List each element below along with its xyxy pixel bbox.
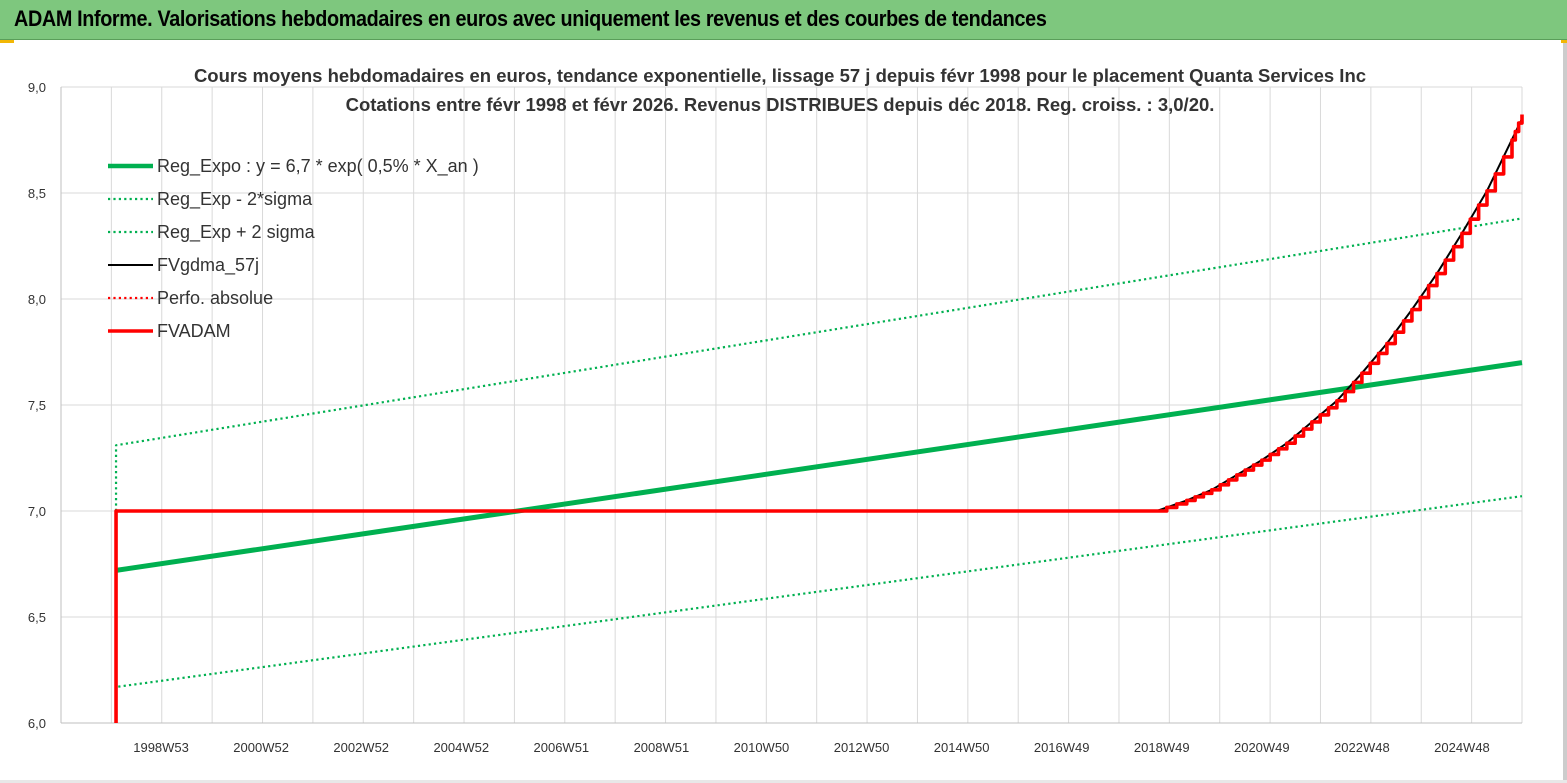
series-line-reg-exp [114,495,1523,689]
series-line-reg-exp [114,217,1523,511]
x-tick-label: 2024W48 [1434,740,1490,755]
chart-axes: 6,0 6,5 7,0 7,5 8,0 8,5 9,0 1998W53 2000W52 2002W… [28,80,1522,755]
window-edge-right [1563,43,1567,783]
legend-label: Reg_Exp + 2 sigma [157,222,316,243]
x-tick-label: 2012W50 [834,740,890,755]
y-tick-label: 6,0 [28,716,46,731]
y-tick-label: 8,5 [28,186,46,201]
chart-grid [60,86,1523,724]
report-banner: ADAM Informe. Valorisations hebdomadaire… [0,0,1567,40]
accent-bar-left [0,40,14,43]
x-tick-label: 2008W51 [634,740,690,755]
chart-title: Cours moyens hebdomadaires en euros, ten… [194,65,1366,86]
report-title: ADAM Informe. Valorisations hebdomadaire… [14,6,1047,31]
series-line-reg-expo [115,360,1523,573]
legend-label: Reg_Exp - 2*sigma [157,189,313,210]
x-tick-label: 2020W49 [1234,740,1290,755]
x-tick-label: 2002W52 [333,740,389,755]
x-tick-label: 2004W52 [433,740,489,755]
x-tick-label: 2018W49 [1134,740,1190,755]
legend-label: Reg_Expo : y = 6,7 * exp( 0,5% * X_an ) [157,156,479,177]
series-line-fvadam [114,114,1524,723]
y-tick-label: 6,5 [28,610,46,625]
x-tick-label: 2000W52 [233,740,289,755]
chart-series [114,114,1524,723]
y-tick-label: 7,5 [28,398,46,413]
x-tick-label: 2006W51 [534,740,590,755]
x-tick-label: 2014W50 [934,740,990,755]
legend-label: Perfo. absolue [157,288,273,308]
chart-subtitle: Cotations entre févr 1998 et févr 2026. … [346,94,1215,115]
chart-legend: Reg_Expo : y = 6,7 * exp( 0,5% * X_an ) R… [108,156,479,341]
x-tick-label: 1998W53 [133,740,189,755]
x-tick-label: 2022W48 [1334,740,1390,755]
x-tick-label: 2010W50 [734,740,790,755]
y-tick-label: 7,0 [28,504,46,519]
window-edge-bottom [0,780,1567,783]
y-tick-label: 9,0 [28,80,46,95]
legend-label: FVADAM [157,321,231,341]
legend-label: FVgdma_57j [157,255,259,276]
x-tick-label: 2016W49 [1034,740,1090,755]
accent-bar-right [1561,40,1567,43]
series-line-fvgdma-57j [116,118,1523,512]
y-tick-label: 8,0 [28,292,46,307]
